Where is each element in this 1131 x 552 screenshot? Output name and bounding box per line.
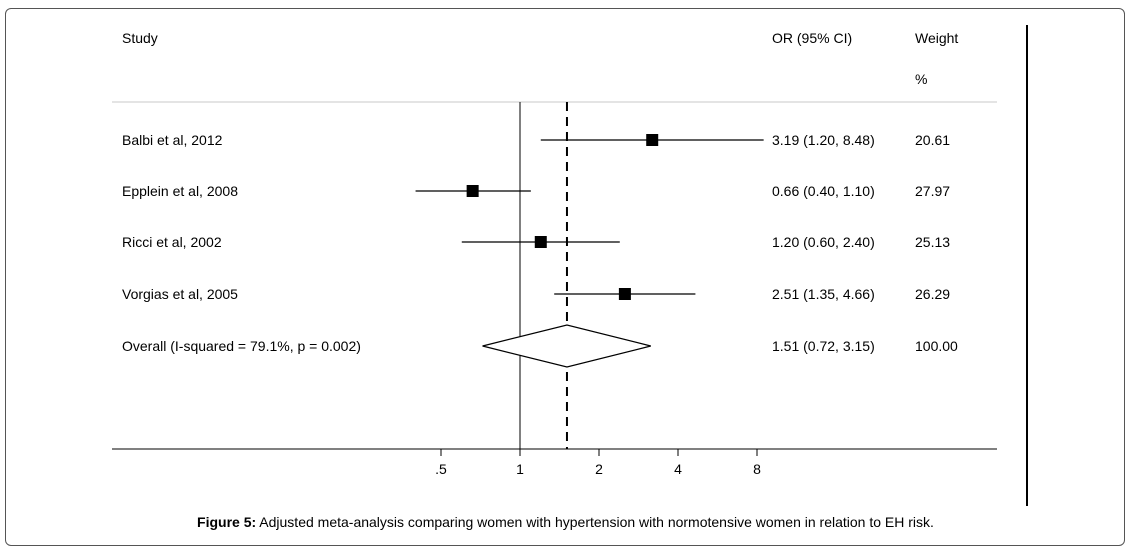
point-estimate-square	[466, 185, 479, 197]
tick-label: 8	[753, 461, 761, 477]
overall-or: 1.51 (0.72, 3.15)	[772, 338, 875, 354]
study-weight: 20.61	[915, 132, 950, 148]
caption-text: Adjusted meta-analysis comparing women w…	[256, 514, 934, 530]
point-estimate-square	[534, 236, 547, 248]
overall-diamond	[482, 324, 651, 368]
study-rows: Balbi et al, 2012 3.19 (1.20, 8.48) 20.61 E…	[122, 132, 958, 354]
study-name: Epplein et al, 2008	[122, 183, 238, 199]
study-name: Vorgias et al, 2005	[122, 286, 238, 302]
point-estimate-square	[646, 134, 659, 146]
overall-name: Overall (I-squared = 79.1%, p = 0.002)	[122, 338, 361, 354]
caption-label: Figure 5:	[197, 514, 257, 530]
study-or: 0.66 (0.40, 1.10)	[772, 183, 875, 199]
study-weight: 25.13	[915, 234, 950, 250]
header-or: OR (95% CI)	[772, 30, 852, 46]
header-weight-unit: %	[915, 71, 927, 87]
overall-weight: 100.00	[915, 338, 958, 354]
tick-label: 1	[516, 461, 524, 477]
study-or: 1.20 (0.60, 2.40)	[772, 234, 875, 250]
study-or: 3.19 (1.20, 8.48)	[772, 132, 875, 148]
study-or: 2.51 (1.35, 4.66)	[772, 286, 875, 302]
study-name: Balbi et al, 2012	[122, 132, 223, 148]
figure-caption: Figure 5: Adjusted meta-analysis compari…	[0, 514, 1131, 530]
tick-label: 2	[595, 461, 603, 477]
study-weight: 26.29	[915, 286, 950, 302]
point-estimate-square	[618, 288, 631, 300]
study-weight: 27.97	[915, 183, 950, 199]
x-axis-ticks: .5 1 2 4 8	[435, 449, 761, 477]
header-weight: Weight	[915, 30, 958, 46]
header-study: Study	[122, 30, 158, 46]
column-headers: Study OR (95% CI) Weight %	[122, 30, 958, 87]
tick-label: 4	[674, 461, 682, 477]
tick-label: .5	[435, 461, 447, 477]
figure-frame	[5, 8, 1125, 546]
study-name: Ricci et al, 2002	[122, 234, 222, 250]
plot-marks	[415, 102, 764, 449]
